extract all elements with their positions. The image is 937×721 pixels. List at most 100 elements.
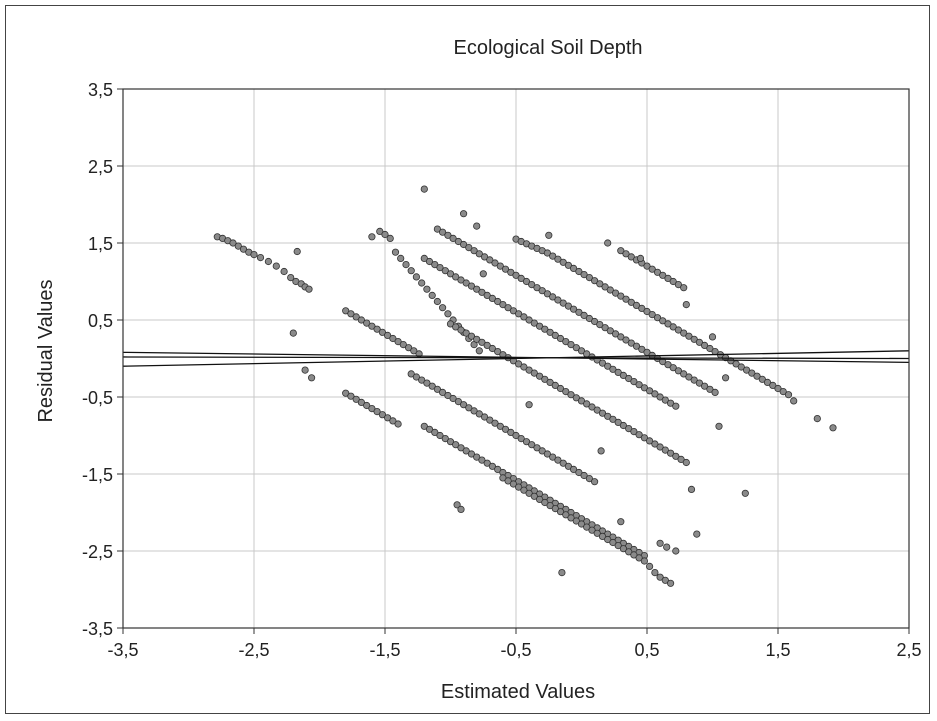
data-point — [622, 295, 630, 303]
data-point — [651, 390, 659, 398]
data-point — [638, 304, 646, 312]
data-point — [488, 294, 496, 302]
data-point — [494, 465, 502, 473]
data-point — [357, 316, 365, 324]
data-point — [706, 385, 714, 393]
data-point — [399, 340, 407, 349]
data-point — [588, 403, 596, 411]
y-axis-label: Residual Values — [35, 279, 57, 422]
data-point — [494, 297, 502, 306]
data-point — [491, 259, 499, 267]
data-point — [753, 372, 761, 380]
data-point — [700, 382, 709, 390]
data-point — [669, 364, 677, 372]
data-point — [470, 247, 478, 255]
data-point — [528, 280, 536, 289]
data-point — [438, 228, 447, 236]
data-point — [680, 284, 688, 292]
data-point — [457, 276, 465, 284]
data-point — [543, 249, 552, 257]
data-point — [368, 322, 376, 330]
data-point — [829, 424, 837, 432]
data-point — [250, 251, 258, 259]
chart-frame: Ecological Soil Depth -3,5 -2,5 -1,5 -0,5 0,… — [5, 5, 930, 714]
data-point — [685, 373, 693, 381]
data-point — [562, 337, 570, 346]
data-point — [569, 264, 578, 272]
data-point — [449, 394, 457, 403]
data-point — [737, 363, 745, 371]
data-point — [640, 434, 649, 442]
data-point — [669, 277, 677, 286]
data-point — [473, 222, 481, 230]
data-point — [449, 234, 457, 242]
fit-line — [122, 351, 910, 363]
data-point — [272, 262, 280, 270]
data-point — [504, 304, 512, 312]
data-point — [693, 530, 701, 538]
data-point — [473, 453, 481, 461]
data-point — [614, 418, 622, 426]
data-point — [630, 427, 638, 436]
y-tick-label: 2,5 — [88, 157, 113, 177]
data-point — [585, 314, 594, 323]
data-point — [659, 271, 667, 279]
fit-line — [122, 350, 910, 367]
data-point — [499, 474, 507, 482]
y-tick-label: -2,5 — [82, 542, 113, 562]
data-point — [674, 326, 683, 334]
data-point — [580, 311, 588, 319]
data-point — [583, 400, 591, 408]
data-point — [790, 397, 798, 405]
data-point — [643, 307, 651, 316]
data-point — [373, 325, 381, 333]
data-point — [627, 298, 635, 306]
data-point — [444, 391, 452, 400]
data-point — [514, 483, 523, 491]
data-point — [376, 227, 384, 235]
data-point — [664, 320, 672, 328]
data-point — [412, 373, 420, 381]
data-point — [420, 185, 428, 193]
y-tick-label: 0,5 — [88, 311, 113, 331]
data-point — [491, 419, 499, 427]
data-point — [606, 286, 614, 294]
data-point — [748, 369, 756, 377]
data-point — [452, 323, 460, 331]
data-point — [572, 394, 580, 402]
data-point — [418, 279, 426, 287]
data-point — [457, 326, 465, 334]
data-point — [444, 231, 452, 239]
data-point — [567, 514, 575, 522]
data-point — [567, 340, 575, 349]
data-point — [431, 261, 439, 269]
data-point — [551, 381, 559, 389]
data-point — [635, 381, 643, 389]
data-point — [438, 388, 447, 396]
data-point — [538, 287, 546, 295]
data-point — [664, 361, 672, 369]
data-point — [410, 347, 418, 355]
data-point — [473, 285, 481, 293]
data-point — [651, 440, 659, 448]
data-point — [378, 411, 386, 419]
data-point — [661, 446, 669, 454]
data-point — [597, 447, 605, 455]
data-point — [483, 341, 491, 349]
data-point — [554, 296, 562, 304]
data-point — [545, 231, 553, 239]
data-point — [420, 254, 428, 262]
data-point — [585, 273, 594, 282]
data-point — [685, 332, 693, 340]
data-point — [575, 267, 583, 276]
data-point — [774, 384, 782, 393]
data-point — [357, 398, 365, 406]
data-point — [342, 389, 350, 397]
data-point — [680, 329, 688, 337]
data-point — [264, 257, 272, 266]
data-point — [779, 387, 787, 396]
data-point — [575, 308, 583, 316]
data-point — [564, 261, 573, 269]
data-point — [465, 404, 473, 412]
data-point — [559, 299, 567, 307]
